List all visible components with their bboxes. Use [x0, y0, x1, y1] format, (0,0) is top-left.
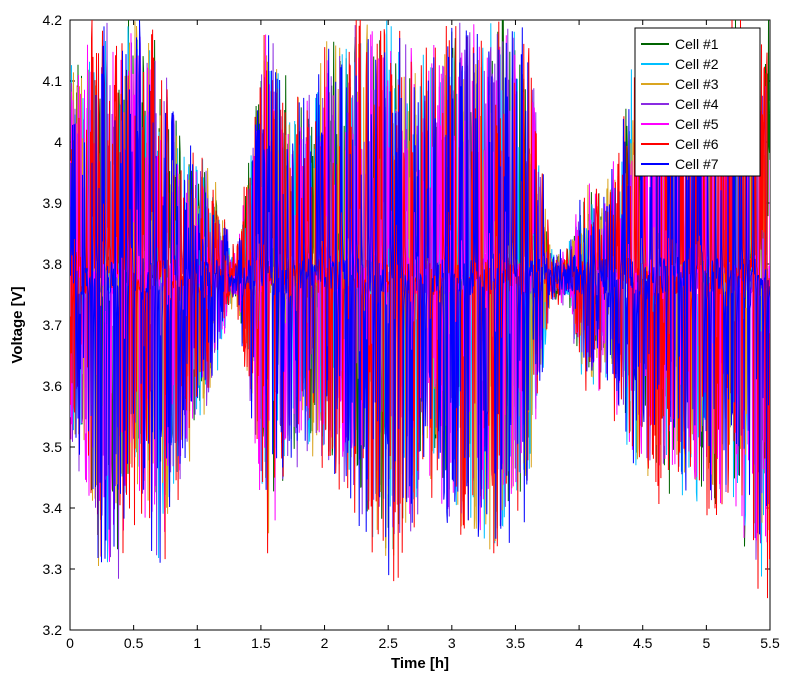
y-tick-label: 3.4	[43, 500, 63, 516]
x-tick-label: 4.5	[633, 635, 653, 651]
y-tick-label: 3.7	[43, 317, 63, 333]
y-tick-label: 3.8	[43, 256, 63, 272]
chart-container: 0 0.5 1 1.5 2 2.5 3 3.5 4 4.5 5 5.5 Time [h] 3.2 3.3 3.…	[0, 0, 786, 673]
y-tick-label: 4.2	[43, 12, 63, 28]
x-axis-label: Time [h]	[391, 655, 449, 672]
legend-label: Cell #4	[675, 96, 719, 112]
y-tick-label: 3.5	[43, 439, 63, 455]
legend-label: Cell #2	[675, 56, 719, 72]
legend: Cell #1 Cell #2 Cell #3 Cell #4 Cell #5 Cell …	[635, 28, 760, 176]
x-tick-label: 4	[575, 635, 583, 651]
legend-label: Cell #7	[675, 156, 719, 172]
y-tick-label: 3.6	[43, 378, 63, 394]
legend-label: Cell #3	[675, 76, 719, 92]
x-tick-label: 2.5	[378, 635, 398, 651]
x-tick-label: 0.5	[124, 635, 144, 651]
y-axis-label: Voltage [V]	[9, 286, 26, 363]
voltage-time-chart: 0 0.5 1 1.5 2 2.5 3 3.5 4 4.5 5 5.5 Time [h] 3.2 3.3 3.…	[0, 0, 786, 673]
y-tick-label: 3.2	[43, 622, 63, 638]
x-tick-label: 3.5	[506, 635, 526, 651]
x-tick-label: 0	[66, 635, 74, 651]
x-tick-label: 2	[321, 635, 329, 651]
y-tick-label: 3.9	[43, 195, 63, 211]
x-tick-label: 1.5	[251, 635, 271, 651]
legend-label: Cell #5	[675, 116, 719, 132]
y-tick-label: 4	[54, 134, 62, 150]
x-tick-label: 3	[448, 635, 456, 651]
y-tick-label: 4.1	[43, 73, 63, 89]
legend-label: Cell #6	[675, 136, 719, 152]
y-tick-label: 3.3	[43, 561, 63, 577]
x-tick-label: 5.5	[760, 635, 780, 651]
x-tick-label: 5	[702, 635, 710, 651]
legend-label: Cell #1	[675, 36, 719, 52]
x-tick-label: 1	[193, 635, 201, 651]
